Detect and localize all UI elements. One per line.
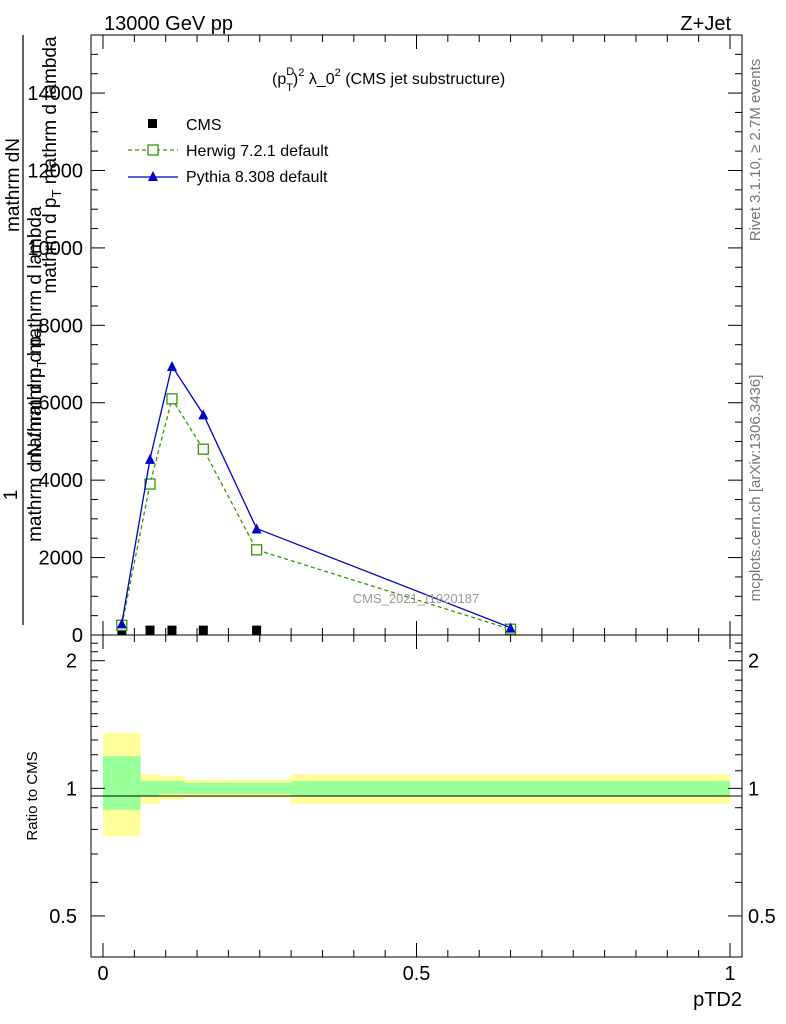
title-part-sup: D xyxy=(286,66,294,78)
ratio-y-tick-label-right: 1 xyxy=(748,778,759,800)
legend-marker-pythia xyxy=(148,171,158,181)
ylabel-den1-sub: T xyxy=(34,359,49,367)
title-part-tail: (CMS jet substructure) xyxy=(341,71,505,88)
plot-title: (pD T)2 λ_02 (CMS jet substructure) xyxy=(272,66,505,94)
ratio-axis-ticks: 0.5 0.5 1 1 2 2 xyxy=(49,635,776,957)
point-cms xyxy=(198,625,208,635)
main-y-axis-label: 1 mathrm dN mathrm d pT mathrm d lambda … xyxy=(1,35,64,625)
rivet-version-label: Rivet 3.1.10, ≥ 2.7M events xyxy=(747,59,764,242)
title-part-close: ) xyxy=(293,71,298,88)
legend-label-cms: CMS xyxy=(186,117,222,134)
main-series xyxy=(116,360,517,635)
ylabel-numerator-1: mathrm dN xyxy=(3,138,24,232)
ratio-y-tick-label-right: 0.5 xyxy=(748,906,776,928)
point-cms xyxy=(252,625,262,635)
title-part-p: (p xyxy=(272,71,286,88)
ratio-band-inner xyxy=(291,781,730,796)
ylabel-den2-main: mathrm d p xyxy=(40,197,61,293)
point-pythia xyxy=(166,360,177,371)
ratio-y-tick-label-left: 0.5 xyxy=(49,906,77,928)
point-pythia xyxy=(198,409,209,420)
mcplots-label: mcplots.cern.ch [arXiv:1306.3436] xyxy=(747,375,764,602)
title-part-sub: T xyxy=(286,82,293,94)
x-tick-label: 1 xyxy=(724,963,735,985)
point-pythia xyxy=(251,523,262,534)
main-y-tick-label: 4000 xyxy=(39,470,84,492)
main-y-tick-label: 8000 xyxy=(39,315,84,337)
ratio-y-tick-label-right: 2 xyxy=(748,651,759,673)
main-y-tick-label: 6000 xyxy=(39,393,84,415)
x-axis-label: pTD2 xyxy=(693,989,742,1011)
main-y-tick-label: 12000 xyxy=(27,160,83,182)
point-herwig xyxy=(250,544,263,556)
ylabel-den1-main: mathrm d p xyxy=(25,367,46,463)
point-herwig xyxy=(144,478,156,490)
ratio-y-axis-label: Ratio to CMS xyxy=(24,751,41,840)
ylabel-denominator-2: mathrm d pT mathrm d lambda xyxy=(40,36,64,294)
point-pythia xyxy=(145,453,156,464)
main-y-tick-label: 14000 xyxy=(27,83,83,105)
x-tick-label: 0.5 xyxy=(403,963,431,985)
ylabel-num2-sub: T xyxy=(34,328,49,336)
ylabel-num2-main: mathrm d N /mathrm d p xyxy=(25,336,46,542)
title-part-mid: λ_0 xyxy=(304,71,334,88)
point-pythia xyxy=(505,622,516,633)
ylabel-den1-rest: mathrm d lambda xyxy=(25,206,46,360)
ratio-y-tick-label-left: 1 xyxy=(66,778,77,800)
legend: CMS Herwig 7.2.1 default Pythia 8.308 de… xyxy=(128,117,329,186)
analysis-watermark: CMS_2021_I1920187 xyxy=(353,591,480,606)
main-panel: 0 2000 4000 6000 8000 10000 12000 14000 (pD T)2 … xyxy=(27,34,743,647)
process-label: Z+Jet xyxy=(680,13,731,35)
title-part-sq2: 2 xyxy=(335,67,341,79)
ratio-band-inner xyxy=(184,782,223,794)
x-axis-tick-labels: 0 0.5 1 xyxy=(97,963,735,985)
ratio-uncertainty-bands xyxy=(103,733,730,837)
main-y-tick-label: 0 xyxy=(72,625,83,647)
legend-label-pythia: Pythia 8.308 default xyxy=(186,169,328,186)
ratio-panel: 0.5 0.5 1 1 2 2 Ratio to CMS xyxy=(24,634,776,958)
legend-label-herwig: Herwig 7.2.1 default xyxy=(186,143,329,160)
series-line-herwig xyxy=(121,397,511,630)
series-line-pythia xyxy=(121,364,511,629)
ratio-band-inner xyxy=(159,781,185,794)
point-cms xyxy=(167,625,177,635)
ylabel-numerator-2: mathrm d N /mathrm d pT xyxy=(25,328,49,542)
point-herwig xyxy=(166,393,178,405)
main-y-tick-label: 10000 xyxy=(27,238,83,260)
energy-label: 13000 GeV pp xyxy=(104,13,233,35)
main-axis-ticks: 0 2000 4000 6000 8000 10000 12000 14000 xyxy=(27,35,742,647)
ylabel-den2-sub: T xyxy=(49,189,64,197)
x-tick-label: 0 xyxy=(97,963,108,985)
point-herwig xyxy=(197,443,209,455)
ylabel-denominator-1: mathrm d pT mathrm d lambda xyxy=(25,206,49,464)
point-cms xyxy=(145,625,155,635)
point-pythia xyxy=(116,618,127,629)
ylabel-one: 1 xyxy=(1,490,22,501)
ratio-y-tick-label-left: 2 xyxy=(66,651,77,673)
ratio-band-inner xyxy=(222,782,292,794)
legend-marker-cms xyxy=(148,119,157,128)
legend-marker-herwig xyxy=(147,144,159,156)
ratio-band-inner xyxy=(103,756,141,810)
ylabel-den2-rest: mathrm d lambda xyxy=(40,36,61,190)
title-part-sq: 2 xyxy=(298,67,304,79)
ratio-band-inner xyxy=(140,781,160,796)
main-y-tick-label: 2000 xyxy=(39,548,84,570)
